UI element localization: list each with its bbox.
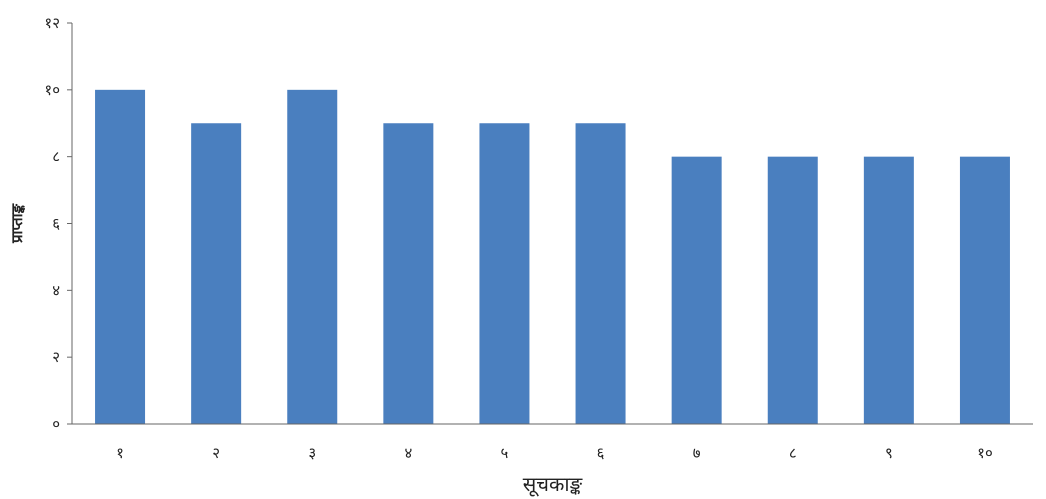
x-tick-label: ६ xyxy=(597,444,605,462)
bar xyxy=(575,123,626,424)
bar xyxy=(863,156,914,424)
y-tick-label: ० xyxy=(52,415,60,433)
x-tick-label: ८ xyxy=(789,444,797,462)
y-tick-label: ४ xyxy=(52,281,60,299)
bar xyxy=(767,156,818,424)
y-tick-label: २ xyxy=(52,348,60,366)
y-tick-label: १२ xyxy=(44,14,60,32)
x-tick-label: १० xyxy=(977,444,993,462)
bar xyxy=(479,123,530,424)
x-tick-label: ७ xyxy=(693,444,701,462)
bar xyxy=(671,156,722,424)
bar xyxy=(383,123,434,424)
bar xyxy=(287,89,338,424)
x-tick-label: ४ xyxy=(404,444,412,462)
x-tick-label: ३ xyxy=(308,444,316,462)
x-axis-label: सूचकाङ्क xyxy=(523,472,584,497)
y-tick-label: ६ xyxy=(52,215,60,233)
bar xyxy=(191,123,242,424)
x-tick-label: १ xyxy=(116,444,124,462)
bar xyxy=(95,89,146,424)
x-axis-ticks: १ २ ३ ४ ५ ६ ७ ८ ९ १० xyxy=(116,444,993,462)
y-tick-label: १० xyxy=(44,81,60,99)
y-tick-label: ८ xyxy=(52,148,60,166)
x-tick-label: ९ xyxy=(885,444,893,462)
y-axis-ticks: ० २ ४ ६ ८ १० १२ xyxy=(44,14,72,433)
x-tick-label: २ xyxy=(212,444,220,462)
bars xyxy=(95,89,1010,424)
y-axis-label: प्राप्ताङ्क xyxy=(8,203,26,244)
x-tick-label: ५ xyxy=(501,444,509,462)
bar xyxy=(959,156,1010,424)
